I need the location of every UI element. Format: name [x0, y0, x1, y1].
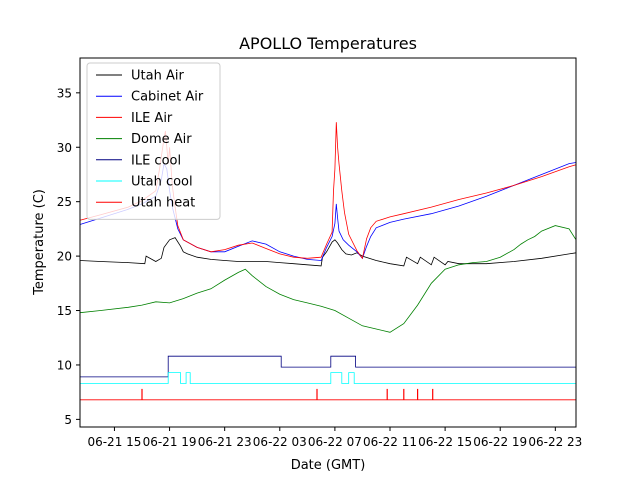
legend-box: [86, 62, 221, 220]
series-line-ile-cool: [80, 355, 576, 378]
x-tick-label: 06-22 19: [473, 435, 527, 449]
x-axis-label: Date (GMT): [291, 458, 366, 473]
x-tick-label: 06-22 07: [308, 435, 362, 449]
y-axis: 5 10 15 20 25 30 35: [57, 86, 80, 427]
y-tick-label: 30: [57, 141, 72, 155]
plot-frame: [79, 57, 577, 428]
x-tick-label: 06-22 03: [253, 435, 307, 449]
legend-label: Utah cool: [131, 175, 193, 190]
y-tick-label: 35: [57, 86, 72, 100]
legend-label: Dome Air: [131, 132, 192, 147]
legend-label: Cabinet Air: [131, 90, 204, 105]
x-tick-label: 06-22 15: [418, 435, 472, 449]
legend-label: ILE Air: [131, 111, 173, 126]
x-tick-label: 06-22 23: [528, 435, 582, 449]
series-line-utah-air: [79, 237, 577, 267]
x-tick-label: 06-21 23: [198, 435, 252, 449]
series-line-dome-air: [79, 225, 577, 333]
y-tick-label: 20: [57, 250, 72, 264]
x-tick-label: 06-22 11: [363, 435, 417, 449]
x-axis: 06-21 15 06-21 19 06-21 23 06-22 03 06-22 07…: [87, 427, 582, 449]
chart-title: APOLLO Temperatures: [239, 34, 417, 53]
legend: Utah Air Cabinet Air ILE Air Dome Air ILE co…: [86, 62, 221, 220]
y-tick-label: 25: [57, 195, 72, 209]
y-tick-label: 10: [57, 358, 72, 372]
legend-label: Utah heat: [131, 196, 195, 211]
series-line-utah-cool: [80, 372, 576, 384]
x-tick-label: 06-21 15: [87, 435, 141, 449]
y-tick-label: 5: [64, 413, 72, 427]
x-tick-label: 06-21 19: [143, 435, 197, 449]
y-tick-label: 15: [57, 304, 72, 318]
y-axis-label: Temperature (C): [32, 189, 47, 296]
legend-label: Utah Air: [131, 69, 184, 84]
legend-label: ILE cool: [131, 153, 181, 168]
